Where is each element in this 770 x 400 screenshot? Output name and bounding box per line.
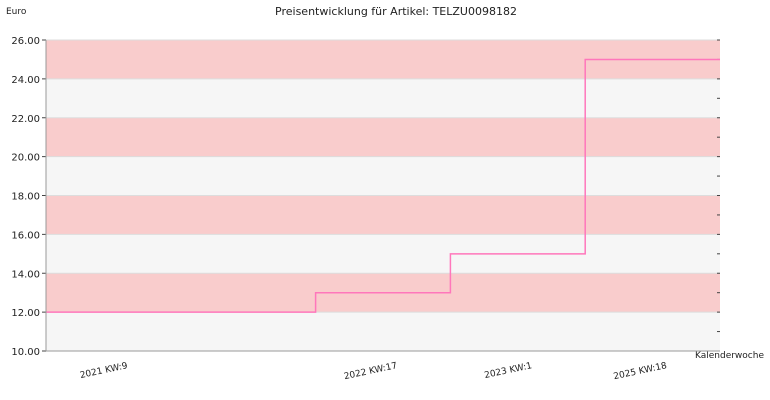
- y-tick-label: 10.00: [11, 347, 40, 358]
- x-tick-label: 2022 KW:17: [343, 361, 398, 382]
- y-tick-label: 26.00: [11, 36, 40, 47]
- y-tick-label: 16.00: [11, 230, 40, 241]
- band: [46, 312, 720, 351]
- right-axis-ticks: [717, 39, 720, 352]
- x-tick-label: 2021 KW:9: [79, 361, 129, 381]
- band: [46, 117, 720, 157]
- y-tick-label: 22.00: [11, 114, 40, 125]
- y-axis-label: Euro: [6, 7, 27, 17]
- x-tick-label: 2025 KW:18: [613, 361, 668, 382]
- y-tick-label: 24.00: [11, 75, 40, 86]
- x-tick-label: 2023 KW:1: [484, 361, 534, 381]
- background-bands: [46, 40, 720, 351]
- band: [46, 195, 720, 235]
- y-tick-label: 20.00: [11, 153, 40, 164]
- price-step-line: [46, 58, 720, 313]
- y-axis-ticks: 10.00 12.00 14.00 16.00 18.00 20.00 22.00 24.00…: [11, 36, 46, 358]
- x-axis-ticks: 2021 KW:9 2022 KW:17 2023 KW:1 2025 KW:18: [79, 361, 668, 382]
- band: [46, 156, 720, 196]
- band: [46, 234, 720, 274]
- band: [46, 78, 720, 118]
- chart-title: Preisentwicklung für Artikel: TELZU00981…: [275, 5, 517, 18]
- y-tick-label: 14.00: [11, 269, 40, 280]
- x-axis-label: Kalenderwoche: [695, 351, 764, 361]
- y-tick-label: 18.00: [11, 192, 40, 203]
- y-tick-label: 12.00: [11, 308, 40, 319]
